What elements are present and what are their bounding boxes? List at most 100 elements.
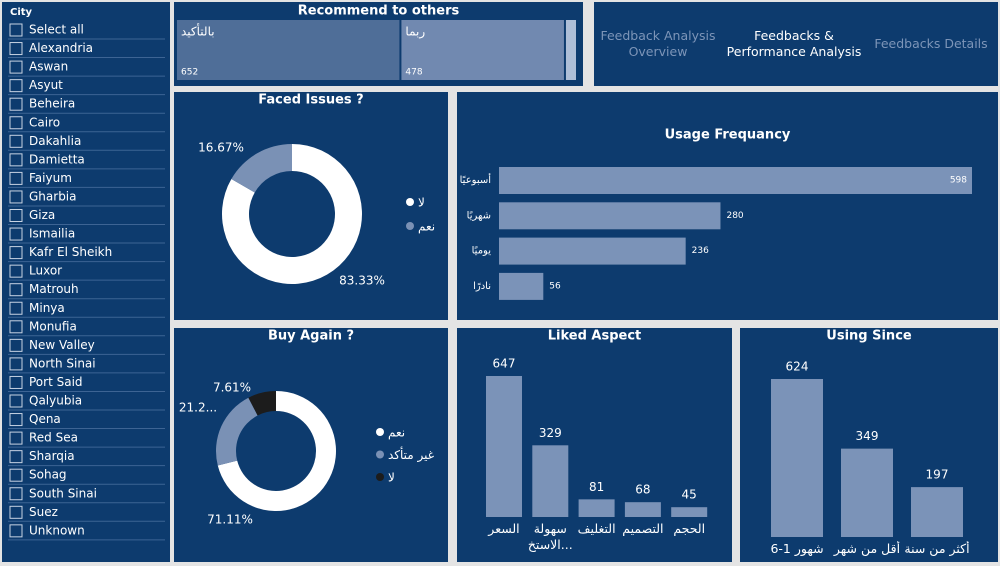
slicer-item[interactable]: Ismailia (29, 227, 75, 241)
data-label: 647 (493, 357, 516, 371)
data-label: 598 (950, 176, 967, 186)
checkbox[interactable] (9, 394, 23, 408)
slicer-item[interactable]: Suez (29, 505, 58, 519)
data-label: 624 (786, 360, 809, 374)
checkbox[interactable] (9, 450, 23, 464)
category-label: الحجم (673, 521, 706, 536)
bar (499, 202, 721, 230)
slicer-item[interactable]: Gharbia (29, 189, 77, 203)
nav-panel (594, 2, 998, 86)
legend-marker (376, 473, 384, 481)
category-label-box: سهولة الاستخ... (527, 521, 573, 552)
checkbox[interactable] (9, 116, 23, 130)
slicer-item[interactable]: Damietta (29, 152, 85, 166)
checkbox[interactable] (9, 524, 23, 538)
category-label: 6-1 شهور (770, 541, 824, 556)
checkbox[interactable] (9, 487, 23, 501)
slicer-item[interactable]: Select all (29, 23, 84, 37)
slicer-item[interactable]: South Sinai (29, 486, 97, 500)
category-label-box: التغليف (577, 521, 616, 536)
checkbox[interactable] (9, 134, 23, 148)
legend-label: غير متأكد (388, 446, 434, 463)
category-label: شهريًا (467, 210, 491, 221)
checkbox[interactable] (9, 42, 23, 56)
slicer-item[interactable]: Giza (29, 208, 55, 222)
slicer-item[interactable]: Luxor (29, 264, 62, 278)
checkbox[interactable] (9, 171, 23, 185)
bar (499, 167, 972, 194)
checkbox[interactable] (9, 79, 23, 93)
slicer-panel (2, 2, 170, 562)
checkbox[interactable] (9, 209, 23, 222)
chart-title: Usage Frequancy (665, 128, 791, 143)
bar (499, 237, 686, 265)
slicer-item[interactable]: Beheira (29, 97, 75, 111)
slicer-item[interactable]: Monufia (29, 319, 77, 333)
checkbox[interactable] (9, 338, 23, 352)
slicer-item[interactable]: Asyut (29, 78, 63, 92)
slicer-item[interactable]: Port Said (29, 375, 83, 389)
checkbox[interactable] (9, 413, 23, 427)
nav-button[interactable]: Feedbacks Details (874, 36, 988, 51)
checkbox[interactable] (9, 246, 23, 260)
data-label: 236 (692, 246, 709, 256)
bar (671, 507, 708, 517)
category-label: التغليف (577, 521, 616, 536)
checkbox[interactable] (9, 357, 23, 371)
slicer-item[interactable]: Faiyum (29, 171, 72, 185)
nav-button[interactable]: Feedbacks & Performance Analysis (726, 28, 862, 59)
chart-title: Buy Again ? (268, 329, 354, 344)
data-label: 71.11% (207, 513, 253, 527)
checkbox[interactable] (9, 283, 23, 297)
slicer-item[interactable]: Sohag (29, 468, 67, 482)
checkbox[interactable] (9, 468, 23, 482)
donut-slice (222, 144, 363, 284)
slicer-item[interactable]: Matrouh (29, 282, 79, 296)
bar (911, 487, 963, 537)
donut-slice (217, 391, 336, 512)
chart-title: Recommend to others (298, 4, 460, 19)
checkbox[interactable] (9, 153, 23, 167)
slicer-item[interactable]: Qena (29, 412, 61, 426)
tile-value: 652 (181, 68, 198, 78)
checkbox[interactable] (9, 227, 23, 241)
slicer-item[interactable]: Aswan (29, 60, 68, 74)
bar (624, 502, 661, 517)
slicer-item[interactable]: North Sinai (29, 356, 96, 370)
category-label: نادرًا (473, 281, 491, 292)
category-label-box: التصميم (622, 521, 663, 536)
slicer-item[interactable]: Cairo (29, 115, 60, 129)
data-label: 21.2... (179, 401, 217, 415)
slicer-item[interactable]: Dakahlia (29, 134, 81, 148)
data-label: 16.67% (198, 141, 244, 155)
checkbox[interactable] (9, 60, 23, 74)
nav-button-box: Feedbacks & Performance Analysis (726, 28, 862, 59)
slicer-item[interactable]: Unknown (29, 523, 85, 537)
checkbox[interactable] (9, 505, 23, 519)
checkbox[interactable] (9, 97, 23, 111)
slicer-item[interactable]: Qalyubia (29, 394, 82, 408)
checkbox[interactable] (9, 23, 23, 37)
slicer-item[interactable]: Sharqia (29, 449, 75, 463)
slicer-item[interactable]: Red Sea (29, 431, 78, 445)
slicer-item[interactable]: Kafr El Sheikh (29, 245, 112, 259)
tile-label: ربما (405, 25, 425, 40)
checkbox[interactable] (9, 375, 23, 389)
checkbox[interactable] (9, 301, 23, 315)
category-label: سهولة الاستخ... (527, 521, 573, 552)
checkbox[interactable] (9, 264, 23, 278)
nav-button[interactable]: Feedback Analysis Overview (600, 28, 716, 59)
slicer-item[interactable]: New Valley (29, 338, 95, 352)
bar (532, 445, 569, 517)
checkbox[interactable] (9, 320, 23, 334)
slicer-item[interactable]: Alexandria (29, 41, 93, 55)
data-label: 68 (635, 483, 650, 497)
legend-marker (406, 198, 414, 206)
checkbox[interactable] (9, 431, 23, 445)
checkbox[interactable] (9, 190, 23, 204)
slicer-item[interactable]: Minya (29, 301, 65, 315)
category-label: أكثر من سنة (904, 541, 970, 556)
category-label: أسبوعيًا (460, 173, 492, 186)
